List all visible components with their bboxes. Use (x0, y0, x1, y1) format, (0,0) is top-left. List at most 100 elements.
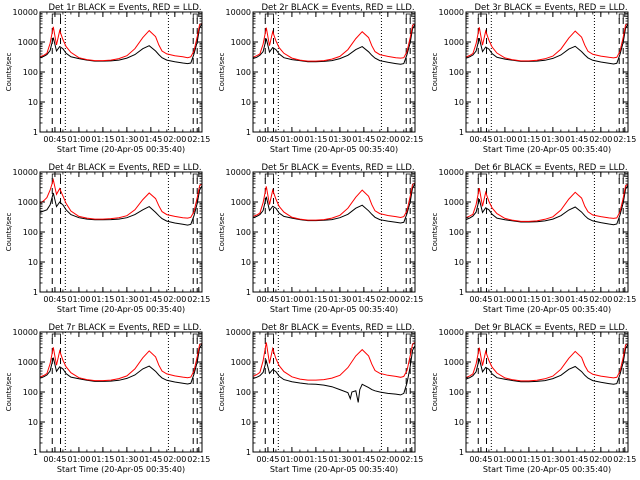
chart-panel-6: Det 6r BLACK = Events, RED = LLD. 1 10 100 1… (431, 163, 636, 314)
lld-series-line (40, 342, 202, 382)
y-tick-label: 10000 (226, 8, 251, 17)
chart-title: Det 1r BLACK = Events, RED = LLD. (48, 3, 201, 13)
plot-area (40, 332, 202, 452)
interval-bracket-2 (618, 173, 624, 179)
y-tick-label: 100 (236, 228, 251, 237)
x-tick-label: 02:15 (400, 455, 423, 464)
x-tick-label: 00:45 (256, 455, 279, 464)
y-tick-label: 1000 (18, 198, 38, 207)
x-tick-label: 00:45 (43, 135, 66, 144)
y-axis-label: Counts/sec (431, 213, 439, 252)
x-tick-label: 00:45 (43, 455, 66, 464)
y-tick-label: 10 (454, 258, 464, 267)
x-axis-label: Start Time (20-Apr-05 00:35:40) (483, 145, 611, 154)
x-tick-label: 02:15 (400, 295, 423, 304)
x-tick-label: 01:00 (67, 135, 90, 144)
x-tick-label: 01:00 (67, 455, 90, 464)
chart-panel-5: Det 5r BLACK = Events, RED = LLD. 1 10 100 1… (218, 163, 423, 314)
x-tick-label: 02:00 (163, 455, 186, 464)
chart-title: Det 5r BLACK = Events, RED = LLD. (261, 163, 414, 173)
y-tick-label: 10000 (13, 168, 38, 177)
x-tick-label: 01:30 (328, 135, 351, 144)
x-tick-label: 01:30 (115, 135, 138, 144)
x-tick-label: 00:45 (43, 295, 66, 304)
chart-panel-4: Det 4r BLACK = Events, RED = LLD. 1 10 100 1… (5, 163, 210, 314)
x-tick-label: 01:15 (91, 135, 114, 144)
interval-bracket-1 (264, 13, 274, 19)
x-tick-label: 01:00 (280, 455, 303, 464)
x-tick-label: 02:00 (589, 295, 612, 304)
y-axis-label: Counts/sec (431, 53, 439, 92)
lld-series-line (466, 23, 628, 62)
x-tick-label: 02:00 (163, 295, 186, 304)
x-axis-label: Start Time (20-Apr-05 00:35:40) (483, 305, 611, 314)
x-axis-label: Start Time (20-Apr-05 00:35:40) (270, 465, 398, 474)
y-tick-label: 10 (241, 258, 251, 267)
x-tick-label: 01:15 (517, 135, 540, 144)
y-tick-label: 10 (241, 98, 251, 107)
plot-area (466, 172, 628, 292)
chart-panel-7: Det 7r BLACK = Events, RED = LLD. 1 10 100 1… (5, 323, 210, 474)
chart-panel-8: Det 8r BLACK = Events, RED = LLD. 1 10 100 1… (218, 323, 423, 474)
x-tick-label: 02:00 (376, 135, 399, 144)
x-tick-label: 01:15 (304, 295, 327, 304)
y-tick-label: 10000 (226, 168, 251, 177)
x-axis-label: Start Time (20-Apr-05 00:35:40) (270, 305, 398, 314)
x-tick-label: 02:00 (589, 455, 612, 464)
x-tick-label: 01:30 (328, 295, 351, 304)
y-tick-label: 1000 (444, 38, 464, 47)
plot-area (40, 172, 202, 292)
plot-area (466, 12, 628, 132)
lld-series-line (253, 182, 415, 221)
x-tick-label: 00:45 (469, 295, 492, 304)
x-tick-label: 01:45 (139, 135, 162, 144)
y-tick-label: 1 (459, 128, 464, 137)
x-tick-label: 01:00 (493, 455, 516, 464)
x-tick-label: 01:15 (91, 455, 114, 464)
interval-bracket-2 (405, 333, 411, 339)
lld-series-line (253, 23, 415, 62)
y-axis-label: Counts/sec (5, 53, 13, 92)
y-axis-label: Counts/sec (218, 53, 226, 92)
x-tick-label: 02:15 (613, 135, 636, 144)
interval-bracket-2 (405, 173, 411, 179)
y-tick-label: 10000 (13, 328, 38, 337)
x-axis-label: Start Time (20-Apr-05 00:35:40) (57, 305, 185, 314)
y-tick-label: 1 (459, 448, 464, 457)
interval-bracket-2 (405, 13, 411, 19)
y-tick-label: 1 (459, 288, 464, 297)
y-tick-label: 1000 (231, 358, 251, 367)
y-tick-label: 100 (236, 388, 251, 397)
x-tick-label: 01:15 (517, 295, 540, 304)
chart-panel-9: Det 9r BLACK = Events, RED = LLD. 1 10 100 1… (431, 323, 636, 474)
y-axis-label: Counts/sec (5, 373, 13, 412)
y-tick-label: 10 (28, 418, 38, 427)
x-tick-label: 00:45 (469, 455, 492, 464)
chart-panel-3: Det 3r BLACK = Events, RED = LLD. 1 10 100 1… (431, 3, 636, 154)
x-tick-label: 02:15 (187, 135, 210, 144)
interval-bracket-2 (618, 13, 624, 19)
x-tick-label: 01:45 (565, 295, 588, 304)
events-series-line (40, 343, 202, 385)
chart-panel-1: Det 1r BLACK = Events, RED = LLD. 1 10 100 1… (5, 3, 210, 154)
chart-title: Det 7r BLACK = Events, RED = LLD. (48, 323, 201, 333)
y-tick-label: 10 (28, 98, 38, 107)
y-tick-label: 10 (454, 418, 464, 427)
x-tick-label: 01:15 (517, 455, 540, 464)
y-tick-label: 100 (449, 228, 464, 237)
y-tick-label: 10000 (226, 328, 251, 337)
chart-title: Det 8r BLACK = Events, RED = LLD. (261, 323, 414, 333)
x-tick-label: 01:30 (541, 295, 564, 304)
interval-bracket-2 (618, 333, 624, 339)
x-tick-label: 01:30 (115, 295, 138, 304)
y-tick-label: 1 (246, 288, 251, 297)
x-tick-label: 02:15 (400, 135, 423, 144)
chart-title: Det 4r BLACK = Events, RED = LLD. (48, 163, 201, 173)
y-tick-label: 100 (449, 388, 464, 397)
y-tick-label: 10 (454, 98, 464, 107)
y-tick-label: 1 (246, 448, 251, 457)
x-tick-label: 02:15 (613, 295, 636, 304)
interval-bracket-2 (192, 333, 198, 339)
y-tick-label: 10000 (439, 168, 464, 177)
